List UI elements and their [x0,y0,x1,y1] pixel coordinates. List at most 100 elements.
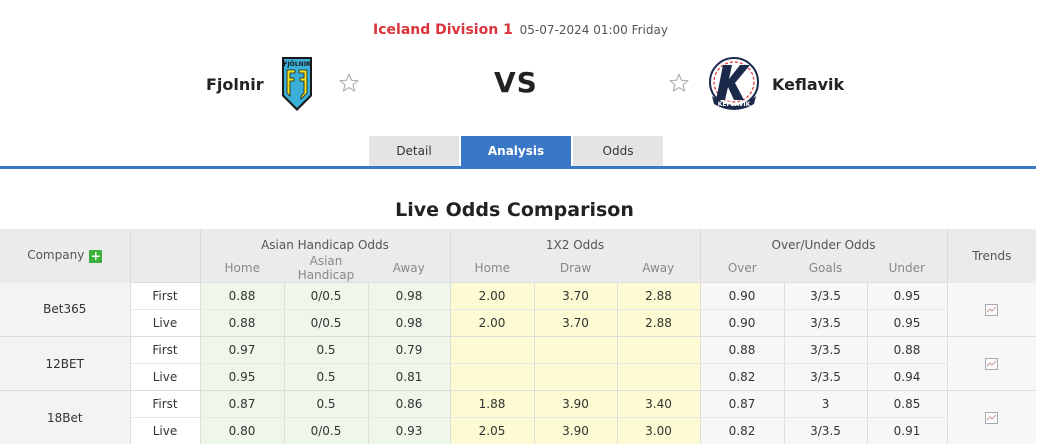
match-datetime: 05-07-2024 01:00 Friday [519,23,668,37]
ah-away-odds: 0.81 [368,363,451,391]
ou-under-odds: 0.88 [867,336,948,364]
ah-away-odds: 0.98 [368,309,451,337]
ou-under-header: Under [867,254,948,283]
table-row: Live 0.95 0.5 0.81 0.82 3/3.5 0.94 [0,363,1036,391]
table-subheader-row: Home Asian Handicap Away Home Draw Away … [0,254,1036,283]
x12-home-odds: 1.88 [450,390,535,418]
ou-under-odds: 0.94 [867,363,948,391]
company-name[interactable]: 18Bet [0,390,131,444]
x12-away-odds: 2.88 [617,282,701,310]
ah-handicap: 0/0.5 [284,309,369,337]
x12-header: 1X2 Odds [450,229,701,254]
x12-home-odds: 2.00 [450,282,535,310]
tab-analysis[interactable]: Analysis [461,136,571,166]
ou-goals: 3 [784,390,868,418]
home-team-name[interactable]: Fjolnir [206,75,264,94]
x12-home-odds [450,363,535,391]
x12-home-odds: 2.05 [450,417,535,444]
tab-bar: Detail Analysis Odds [369,136,665,166]
ah-handicap-header: Asian Handicap [284,254,368,283]
x12-draw-odds: 3.90 [534,417,618,444]
svg-text:KEFLAVIK: KEFLAVIK [718,101,751,108]
vs-label: VS [494,66,538,99]
company-header: Company + [0,229,131,283]
away-team-name[interactable]: Keflavik [772,75,845,94]
type-header [130,229,201,283]
ah-handicap: 0.5 [284,336,369,364]
ou-goals-header: Goals [784,254,868,283]
odds-type: Live [130,417,201,444]
trend-chart-icon[interactable] [985,303,999,316]
ou-under-odds: 0.95 [867,282,948,310]
tab-odds[interactable]: Odds [573,136,663,166]
trends-cell [947,336,1037,391]
ah-handicap: 0.5 [284,390,369,418]
x12-away-odds: 3.40 [617,390,701,418]
trend-chart-icon[interactable] [985,358,999,370]
company-name[interactable]: Bet365 [0,282,131,337]
ah-home-header: Home [200,254,284,283]
x12-away-odds: 2.88 [617,309,701,337]
x12-away-header: Away [617,254,701,283]
odds-type: First [130,282,201,310]
trends-cell [947,282,1037,337]
asian-handicap-header: Asian Handicap Odds [200,229,451,254]
ou-goals: 3/3.5 [784,336,868,364]
favorite-star-icon-home[interactable] [338,72,360,94]
ou-under-odds: 0.85 [867,390,948,418]
ou-under-odds: 0.95 [867,309,948,337]
ou-over-odds: 0.82 [700,417,785,444]
x12-home-odds: 2.00 [450,309,535,337]
ah-away-odds: 0.98 [368,282,451,310]
league-line: Iceland Division 1 05-07-2024 01:00 Frid… [0,22,1041,38]
table-row: 18Bet First 0.87 0.5 0.86 1.88 3.90 3.40… [0,390,1037,444]
plus-icon[interactable]: + [89,249,103,264]
ah-away-header: Away [368,254,451,283]
odds-type: First [130,336,201,364]
table-header-row: Company + Asian Handicap Odds 1X2 Odds Ov… [0,229,1037,283]
trend-chart-icon[interactable] [985,412,999,424]
ah-away-odds: 0.79 [368,336,451,364]
svg-text:FJÖLNIR: FJÖLNIR [283,61,311,68]
ou-goals: 3/3.5 [784,309,868,337]
ah-handicap: 0/0.5 [284,282,369,310]
ou-goals: 3/3.5 [784,363,868,391]
ah-home-odds: 0.87 [200,390,285,418]
ah-handicap: 0/0.5 [284,417,369,444]
favorite-star-icon-away[interactable] [668,72,690,94]
ou-goals: 3/3.5 [784,417,868,444]
ou-over-odds: 0.87 [700,390,785,418]
ah-home-odds: 0.88 [200,282,285,310]
league-name[interactable]: Iceland Division 1 [373,22,513,38]
ou-over-odds: 0.90 [700,309,785,337]
company-name[interactable]: 12BET [0,336,131,391]
table-row: 12BET First 0.97 0.5 0.79 0.88 3/3.5 0.8… [0,336,1037,391]
odds-type: Live [130,309,201,337]
table-row: Bet365 First 0.88 0/0.5 0.98 2.00 3.70 2… [0,282,1037,337]
x12-away-odds [617,363,701,391]
ou-over-odds: 0.90 [700,282,785,310]
x12-draw-odds: 3.70 [534,309,618,337]
ah-handicap: 0.5 [284,363,369,391]
x12-away-odds: 3.00 [617,417,701,444]
tab-underline [0,166,1036,169]
odds-type: Live [130,363,201,391]
match-header: Iceland Division 1 05-07-2024 01:00 Frid… [0,0,1041,169]
x12-away-odds [617,336,701,364]
ou-goals: 3/3.5 [784,282,868,310]
ah-home-odds: 0.80 [200,417,285,444]
odds-type: First [130,390,201,418]
away-team-logo[interactable]: KEFLAVIK [706,56,762,112]
ah-home-odds: 0.88 [200,309,285,337]
ah-away-odds: 0.86 [368,390,451,418]
x12-home-odds [450,336,535,364]
trends-header: Trends [947,229,1037,283]
ah-home-odds: 0.97 [200,336,285,364]
table-row: Live 0.88 0/0.5 0.98 2.00 3.70 2.88 0.90… [0,309,1036,337]
x12-home-header: Home [450,254,535,283]
x12-draw-odds: 3.90 [534,390,618,418]
trends-cell [947,390,1037,444]
tab-detail[interactable]: Detail [369,136,459,166]
home-team-logo[interactable]: FJÖLNIR [281,56,313,112]
ou-over-header: Over [700,254,785,283]
